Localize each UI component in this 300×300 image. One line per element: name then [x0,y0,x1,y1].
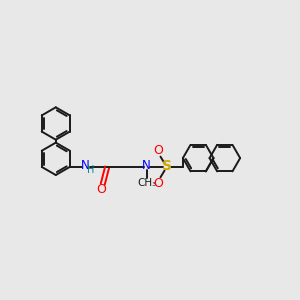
Text: O: O [154,144,164,157]
Text: N: N [142,159,151,172]
Text: CH₃: CH₃ [137,178,156,188]
Text: H: H [87,166,94,176]
Text: N: N [81,159,89,172]
Text: S: S [162,159,172,173]
Text: O: O [154,177,164,190]
Text: O: O [96,183,106,196]
